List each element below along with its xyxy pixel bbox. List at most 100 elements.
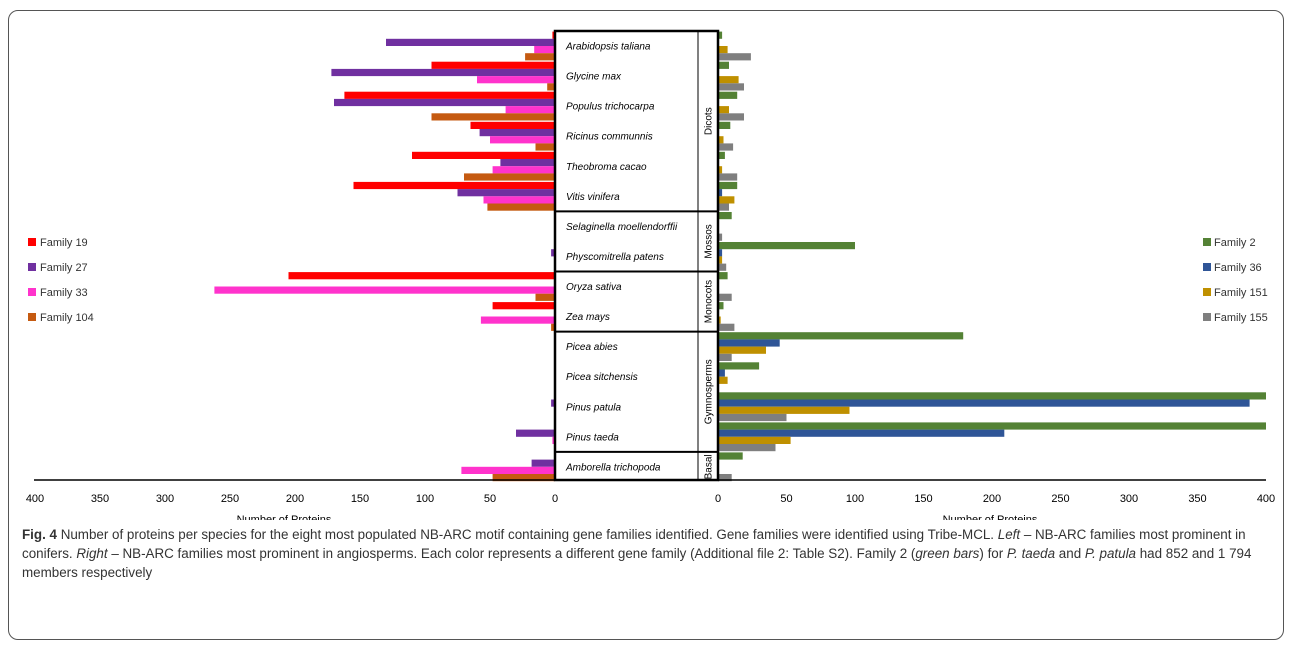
- bar-family-27-pinus-patula: [551, 399, 555, 407]
- bar-family-2-oryza-sativa: [718, 272, 728, 280]
- right-tick-label: 100: [846, 493, 864, 505]
- right-tick-label: 150: [914, 493, 932, 505]
- bar-family-2-theobroma-cacao: [718, 151, 725, 159]
- bar-family-151-zea-mays: [718, 316, 721, 324]
- species-label: Amborella trichopoda: [565, 462, 661, 473]
- bar-family-36-physcomitrella-patens: [718, 249, 723, 257]
- bar-family-27-vitis-vinifera: [457, 189, 555, 197]
- bar-family-33-populus-trichocarpa: [505, 106, 555, 114]
- bar-family-27-physcomitrella-patens: [551, 249, 555, 257]
- bar-family-104-theobroma-cacao: [464, 173, 555, 181]
- bar-family-151-theobroma-cacao: [718, 166, 723, 174]
- bar-family-2-glycine-max: [718, 61, 729, 69]
- bar-family-2-pinus-patula: [718, 392, 1266, 400]
- bar-family-19-arabidopsis-taliana: [552, 31, 555, 39]
- species-label: Vitis vinifera: [566, 192, 620, 203]
- bar-family-104-arabidopsis-taliana: [525, 53, 555, 61]
- bar-family-104-populus-trichocarpa: [431, 113, 555, 121]
- bar-family-19-vitis-vinifera: [353, 181, 555, 190]
- group-label-mossos: Mossos: [704, 224, 715, 258]
- right-tick-label: 250: [1051, 493, 1069, 505]
- bar-family-33-theobroma-cacao: [492, 166, 555, 174]
- bar-family-19-oryza-sativa: [288, 272, 555, 280]
- right-x-axis-label: Number of Proteins: [943, 514, 1038, 520]
- bar-family-33-arabidopsis-taliana: [534, 46, 555, 54]
- bar-family-19-theobroma-cacao: [412, 151, 555, 159]
- legend-label-family-19: Family 19: [40, 237, 88, 249]
- species-label: Arabidopsis taliana: [565, 42, 651, 53]
- bar-family-151-arabidopsis-taliana: [718, 46, 728, 54]
- bar-family-19-populus-trichocarpa: [344, 91, 555, 99]
- group-label-monocots: Monocots: [704, 280, 715, 323]
- legend-label-family-27: Family 27: [40, 262, 88, 274]
- right-tick-label: 300: [1120, 493, 1138, 505]
- bar-family-36-vitis-vinifera: [718, 189, 723, 197]
- bar-family-155-glycine-max: [718, 83, 744, 91]
- bar-family-33-glycine-max: [477, 76, 555, 84]
- bar-family-2-ricinus-communnis: [718, 121, 731, 129]
- bar-family-151-picea-sitchensis: [718, 376, 728, 384]
- left-tick-label: 300: [156, 493, 174, 505]
- species-label: Populus trichocarpa: [566, 102, 655, 113]
- bar-family-155-pinus-patula: [718, 413, 787, 422]
- bar-family-27-amborella-trichopoda: [531, 459, 555, 467]
- bar-family-27-theobroma-cacao: [500, 159, 555, 167]
- right-tick-label: 350: [1188, 493, 1206, 505]
- right-tick-label: 200: [983, 493, 1001, 505]
- bar-family-33-oryza-sativa: [214, 286, 555, 294]
- species-label: Ricinus communnis: [566, 132, 653, 143]
- legend-swatch-family-33: [28, 288, 36, 296]
- bar-family-104-ricinus-communnis: [535, 143, 555, 151]
- bar-family-27-pinus-taeda: [516, 429, 555, 437]
- left-tick-label: 100: [416, 493, 434, 505]
- legend-swatch-family-104: [28, 313, 36, 321]
- bar-family-155-pinus-taeda: [718, 444, 776, 452]
- bar-family-2-zea-mays: [718, 302, 724, 310]
- bar-family-155-oryza-sativa: [718, 293, 732, 301]
- bar-family-36-picea-sitchensis: [718, 369, 725, 377]
- left-tick-label: 150: [351, 493, 369, 505]
- bar-family-2-populus-trichocarpa: [718, 91, 738, 99]
- protein-count-chart: 400 350 300 250 200 150 100 50 0 0 50 100 150 200 250 3…: [26, 29, 1275, 520]
- figure-caption: Fig. 4 Number of proteins per species fo…: [22, 527, 1252, 580]
- legend-label-family-151: Family 151: [1214, 287, 1268, 299]
- bar-family-27-ricinus-communnis: [479, 129, 555, 137]
- bar-family-104-zea-mays: [551, 323, 555, 331]
- bar-family-151-vitis-vinifera: [718, 196, 735, 204]
- bar-family-36-pinus-patula: [718, 399, 1250, 407]
- left-tick-label: 0: [552, 493, 558, 505]
- right-tick-label: 400: [1257, 493, 1275, 505]
- legend-label-family-155: Family 155: [1214, 312, 1268, 324]
- bar-family-19-glycine-max: [431, 61, 555, 69]
- legend-swatch-family-27: [28, 263, 36, 271]
- bar-family-151-picea-abies: [718, 346, 766, 354]
- bar-family-151-pinus-patula: [718, 406, 850, 414]
- species-label: Picea abies: [566, 342, 618, 353]
- group-label-dicots: Dicots: [704, 107, 715, 135]
- bar-family-151-glycine-max: [718, 76, 739, 84]
- bar-family-27-glycine-max: [331, 68, 555, 77]
- species-box: [553, 29, 720, 482]
- species-label: Theobroma cacao: [566, 162, 647, 173]
- bar-family-27-arabidopsis-taliana: [386, 38, 555, 46]
- caption-fig-label: Fig. 4: [22, 527, 57, 542]
- bar-family-2-selaginella-moellendorffii: [718, 212, 732, 220]
- bar-family-33-ricinus-communnis: [490, 136, 555, 144]
- group-label-gymnosperms: Gymnosperms: [704, 359, 715, 424]
- species-label: Physcomitrella patens: [566, 252, 664, 263]
- bar-family-33-amborella-trichopoda: [461, 466, 555, 474]
- bar-family-2-picea-sitchensis: [718, 362, 760, 370]
- left-tick-label: 50: [484, 493, 496, 505]
- legend-label-family-2: Family 2: [1214, 237, 1256, 249]
- left-tick-label: 250: [221, 493, 239, 505]
- bar-family-155-ricinus-communnis: [718, 143, 734, 151]
- bar-family-2-picea-abies: [718, 332, 964, 340]
- species-label: Oryza sativa: [566, 282, 622, 293]
- bar-family-2-arabidopsis-taliana: [718, 31, 723, 39]
- bar-family-104-amborella-trichopoda: [492, 474, 555, 482]
- species-label: Selaginella moellendorffii: [566, 222, 678, 233]
- legend-swatch-family-155: [1203, 313, 1211, 321]
- bar-family-155-populus-trichocarpa: [718, 113, 744, 121]
- species-label: Picea sitchensis: [566, 372, 638, 383]
- bar-family-33-vitis-vinifera: [483, 196, 555, 204]
